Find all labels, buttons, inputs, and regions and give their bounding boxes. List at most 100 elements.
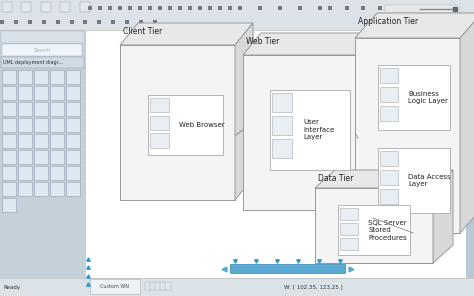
Text: Web Tier: Web Tier (246, 37, 279, 46)
Bar (160, 282, 166, 290)
Bar (90, 279, 140, 294)
Bar (1, 31, 84, 43)
Bar (380, 151, 398, 166)
Text: Client Tier: Client Tier (123, 27, 162, 36)
Bar (85, 30, 466, 278)
Bar (2, 134, 16, 148)
Bar (272, 93, 292, 112)
Bar (34, 102, 48, 116)
Bar (80, 2, 90, 12)
Bar (61, 2, 71, 12)
Bar (2, 2, 12, 12)
Bar (380, 189, 398, 205)
Bar (155, 282, 161, 290)
Text: Data Access
Layer: Data Access Layer (408, 174, 451, 187)
Text: Application Tier: Application Tier (358, 17, 418, 26)
Bar (18, 134, 32, 148)
Bar (270, 90, 350, 170)
Polygon shape (433, 170, 453, 263)
Bar (230, 264, 345, 273)
Bar (66, 70, 80, 84)
Text: Ready: Ready (4, 284, 21, 289)
Text: Custom WN: Custom WN (100, 284, 129, 289)
Bar (34, 118, 48, 132)
Bar (18, 182, 32, 196)
Bar (315, 188, 433, 263)
Bar (2, 86, 16, 100)
Bar (380, 170, 398, 185)
Bar (150, 282, 156, 290)
Polygon shape (355, 13, 474, 38)
Bar (2, 118, 16, 132)
Bar (18, 86, 32, 100)
Bar (2, 102, 16, 116)
Bar (340, 208, 358, 220)
Bar (66, 118, 80, 132)
Bar (466, 30, 474, 278)
Bar (243, 55, 358, 210)
Bar (0, 0, 474, 30)
Polygon shape (235, 23, 253, 200)
Bar (120, 45, 235, 200)
Bar (66, 134, 80, 148)
FancyBboxPatch shape (2, 44, 82, 56)
Bar (18, 118, 32, 132)
Bar (340, 238, 358, 250)
Bar (2, 166, 16, 180)
Bar (50, 134, 64, 148)
Bar (41, 2, 51, 12)
Text: W: [ 102.35, 123.25 ]: W: [ 102.35, 123.25 ] (284, 284, 343, 289)
Bar (378, 65, 450, 130)
Bar (34, 70, 48, 84)
Polygon shape (120, 23, 253, 45)
Bar (34, 86, 48, 100)
Polygon shape (243, 33, 376, 55)
Polygon shape (460, 13, 474, 233)
Bar (50, 182, 64, 196)
Bar (378, 148, 450, 213)
Bar (165, 282, 171, 290)
Bar (66, 102, 80, 116)
Bar (2, 150, 16, 164)
Bar (150, 98, 169, 112)
Text: Data Tier: Data Tier (318, 174, 354, 183)
Bar (2, 182, 16, 196)
Bar (1, 57, 84, 68)
Bar (0, 278, 474, 296)
Bar (34, 166, 48, 180)
Bar (21, 2, 31, 12)
Text: UML deployment diagr...: UML deployment diagr... (3, 60, 63, 65)
Bar (18, 102, 32, 116)
Bar (18, 166, 32, 180)
Bar (50, 102, 64, 116)
Bar (380, 87, 398, 102)
Bar (66, 182, 80, 196)
Polygon shape (358, 33, 376, 210)
Bar (34, 150, 48, 164)
Bar (34, 134, 48, 148)
Bar (66, 86, 80, 100)
Bar (355, 38, 460, 233)
Bar (66, 166, 80, 180)
Bar (50, 118, 64, 132)
Bar (50, 70, 64, 84)
Bar (148, 95, 223, 155)
Bar (34, 182, 48, 196)
Bar (2, 70, 16, 84)
Bar (66, 150, 80, 164)
Bar (145, 282, 151, 290)
Text: Business
Logic Layer: Business Logic Layer (408, 91, 448, 104)
Bar (2, 198, 16, 212)
Text: Web Browser: Web Browser (180, 122, 225, 128)
Bar (380, 68, 398, 83)
Bar (18, 150, 32, 164)
Bar (385, 5, 460, 13)
Bar (467, 32, 473, 52)
Text: Search: Search (34, 49, 51, 54)
Bar (50, 86, 64, 100)
Bar (338, 205, 410, 255)
Bar (340, 223, 358, 235)
Bar (50, 166, 64, 180)
Text: User
Interface
Layer: User Interface Layer (304, 120, 335, 141)
Text: SQL Server
Stored
Procedures: SQL Server Stored Procedures (368, 220, 407, 240)
